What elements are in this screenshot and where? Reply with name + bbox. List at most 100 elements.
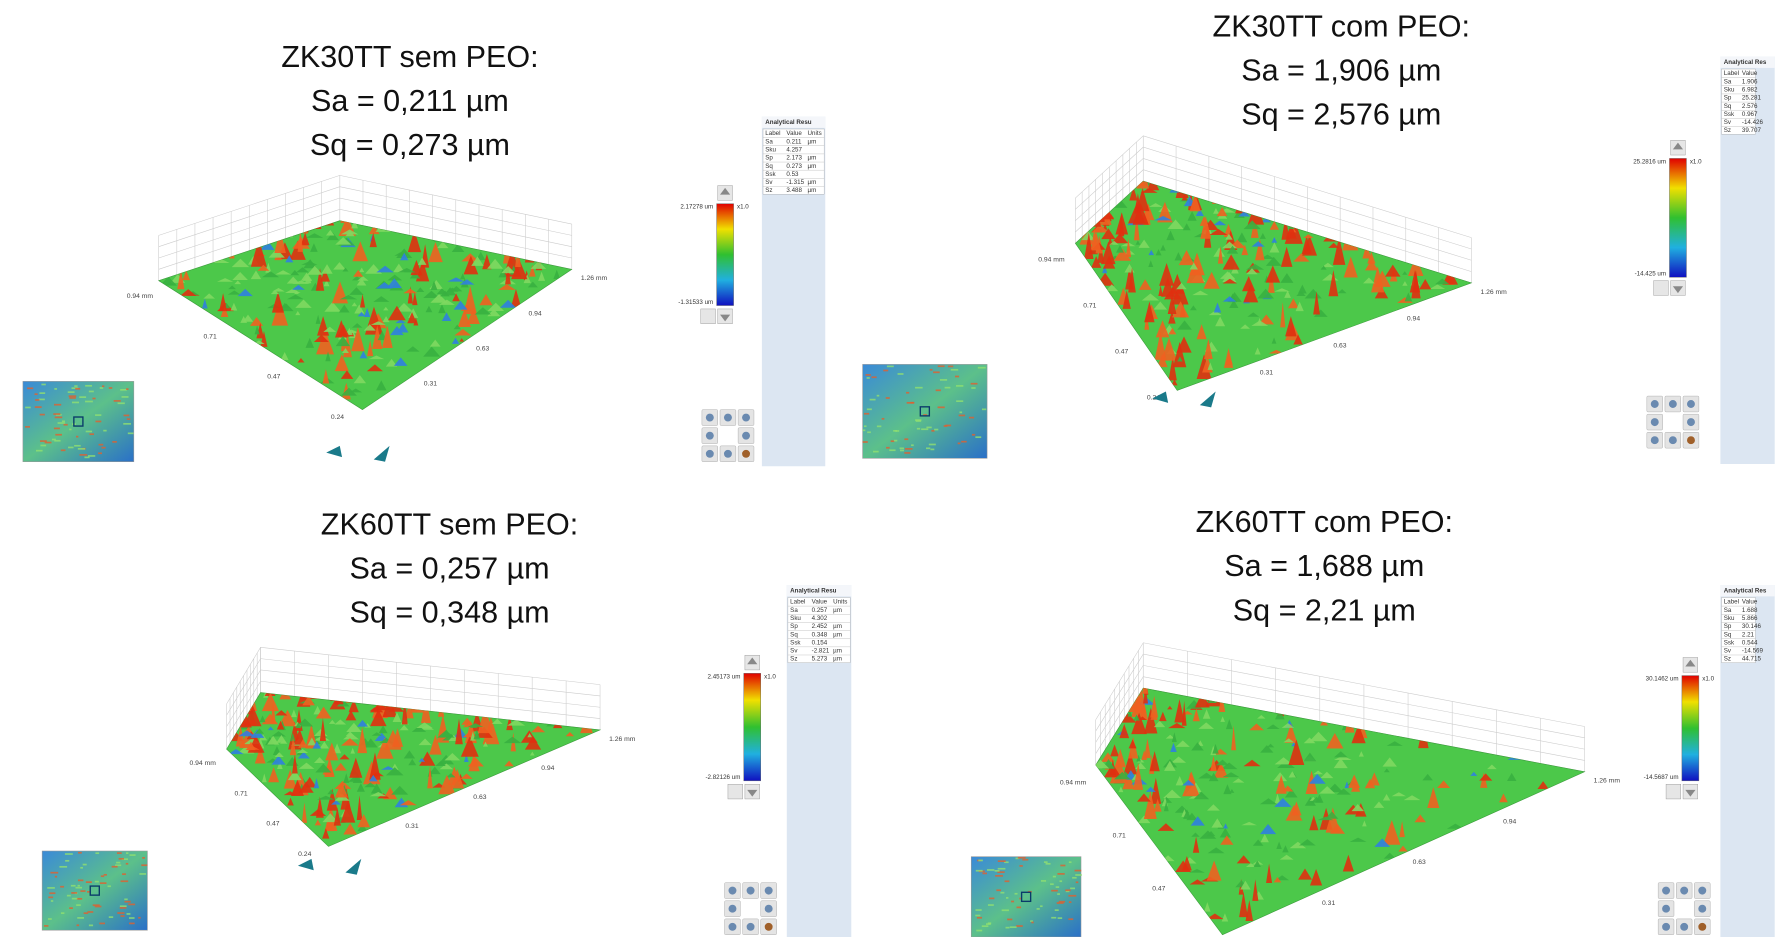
surface-peak	[1397, 297, 1413, 303]
surface-peak	[231, 258, 250, 268]
surface-peak	[232, 272, 248, 281]
surface-peak	[1149, 751, 1160, 772]
surface-peak	[370, 783, 383, 794]
thumbnail-speck	[1065, 890, 1070, 893]
surface-peak	[1351, 724, 1366, 744]
thumbnail-speck	[915, 420, 922, 422]
surface-peak	[1200, 215, 1212, 239]
surface-peak	[1271, 237, 1278, 243]
surface-peak	[438, 304, 446, 314]
surface-peak	[1383, 852, 1396, 859]
thumbnail-speck	[95, 420, 102, 423]
surface-peak	[381, 766, 396, 770]
thumbnail-speck	[50, 900, 54, 902]
surface-peak	[278, 709, 297, 727]
surface-peak	[1174, 805, 1190, 813]
thumbnail-speck	[997, 860, 1006, 863]
surface-peak	[1385, 264, 1401, 277]
surface-peak	[1238, 210, 1251, 217]
surface-peak	[1325, 811, 1339, 819]
thumbnail-speck	[893, 439, 898, 442]
column-header: Units	[808, 130, 822, 137]
thumbnail-speck	[930, 448, 935, 451]
surface-peak	[1274, 793, 1281, 804]
surface-peak	[385, 358, 398, 367]
grid-line	[1075, 169, 1472, 272]
cell: 0.154	[812, 639, 828, 646]
cell: 25.281	[1742, 95, 1762, 102]
thumbnail-speck	[906, 391, 910, 394]
surface-peak	[1159, 263, 1175, 286]
surface-peak	[1175, 775, 1184, 786]
thumbnail-speck	[862, 441, 868, 443]
surface-peak	[439, 763, 454, 770]
panel: ZK60TT com PEO: Sa = 1,688 µm Sq = 2,21 µm…	[970, 505, 1775, 937]
surface-peak	[287, 797, 294, 806]
nav-icon	[746, 922, 755, 931]
surface-peak	[1280, 302, 1286, 328]
surface-peak	[1182, 774, 1200, 797]
surface-peak	[441, 312, 452, 321]
thumbnail-speck	[1057, 893, 1060, 895]
cell: 1.688	[1742, 607, 1758, 614]
button-icon	[747, 789, 758, 797]
surface-peak	[1301, 235, 1312, 254]
cell: 4.257	[786, 146, 802, 153]
thumbnail-speck	[916, 427, 921, 430]
surface-peak	[1133, 714, 1140, 721]
thumbnail-speck	[911, 444, 914, 447]
surface-peak	[1208, 772, 1219, 782]
surface-peak	[364, 782, 377, 788]
surface-peak	[341, 738, 359, 746]
surface-peak	[418, 757, 426, 762]
thumbnail-speck	[82, 863, 87, 866]
surface-peak	[1192, 836, 1200, 853]
thumbnail-speck	[1075, 881, 1079, 884]
thumbnail-speck	[976, 916, 983, 919]
surface-peak	[1333, 758, 1348, 769]
surface-peak	[326, 229, 335, 236]
surface-peak	[452, 293, 460, 302]
surface-peak	[1091, 231, 1102, 251]
surface-peak	[1192, 290, 1209, 296]
surface-texture	[1095, 688, 1549, 922]
nav-icon	[764, 922, 773, 931]
nav-icon	[723, 413, 732, 422]
thumbnail-speck	[1052, 875, 1056, 878]
surface-peak	[261, 773, 267, 783]
thumbnail-speck	[1019, 865, 1023, 867]
nav-icon	[1662, 904, 1671, 913]
thumbnail-speck	[1072, 876, 1077, 879]
thumbnail-speck	[929, 368, 933, 371]
surface-peak	[325, 742, 339, 761]
thumbnail-speck	[865, 374, 871, 376]
thumbnail-speck	[1001, 909, 1009, 912]
thumbnail-speck	[1075, 874, 1082, 876]
surface-peak	[418, 738, 432, 746]
thumbnail-speck	[111, 865, 118, 868]
surface-peak	[1113, 199, 1128, 208]
surface-peak	[1373, 801, 1385, 808]
surface-peak	[1257, 288, 1275, 299]
surface-peak	[405, 702, 414, 719]
panel-sa: Sa = 0,211 µm	[311, 84, 509, 118]
axis-label: 0.94	[1503, 818, 1516, 825]
thumbnail-speck	[85, 881, 92, 883]
surface-peak	[1148, 260, 1154, 267]
grid-line	[1095, 653, 1585, 739]
cell: 0.273	[786, 163, 802, 170]
surface-peak	[333, 262, 346, 270]
thumbnail-speck	[1068, 861, 1072, 864]
surface-peak	[565, 732, 575, 737]
surface-peak	[400, 252, 409, 261]
surface-peak	[1212, 743, 1219, 754]
surface-peak	[295, 310, 301, 316]
thumbnail-speck	[70, 884, 76, 887]
surface-peak	[1140, 187, 1158, 193]
thumbnail-speck	[945, 424, 952, 427]
surface-peak	[1141, 293, 1160, 301]
surface-peak	[1128, 739, 1137, 749]
thumbnail-speck	[126, 852, 129, 854]
surface-peak	[1333, 751, 1348, 758]
grid-line	[1075, 146, 1472, 250]
